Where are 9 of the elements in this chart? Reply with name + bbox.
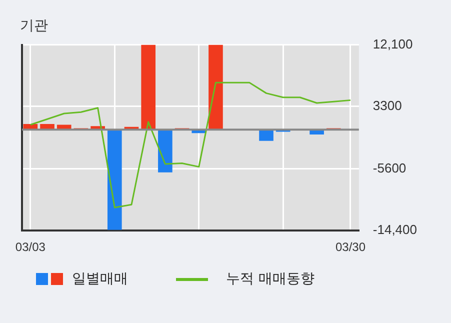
y-tick-label: 12,100	[372, 36, 413, 52]
y-tick-label: -14,400	[372, 222, 418, 238]
x-tick-label: 03/30	[335, 240, 366, 254]
x-tick-label: 03/03	[15, 240, 46, 254]
y-tick-label: 3300	[372, 98, 402, 114]
y-tick-label: -5600	[372, 160, 406, 176]
legend-label: 일별매매	[72, 270, 128, 288]
legend-label: 누적 매매동향	[226, 270, 314, 288]
chart-title: 기관	[20, 18, 48, 34]
